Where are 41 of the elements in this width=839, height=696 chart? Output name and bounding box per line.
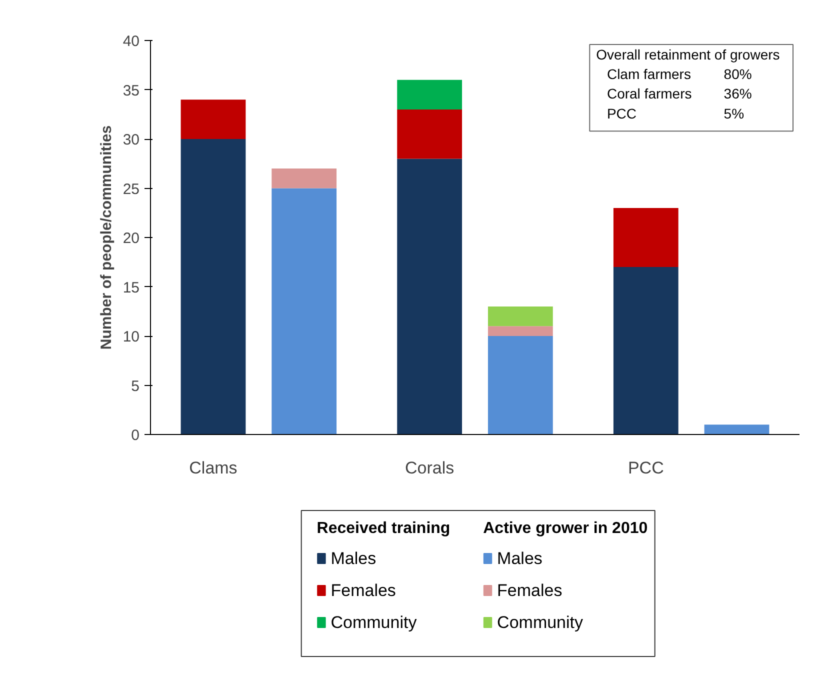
bar: [397, 109, 462, 159]
bar: [488, 326, 553, 336]
bar: [397, 158, 462, 434]
bar: [488, 336, 553, 434]
text: Active grower in 2010: [483, 520, 648, 537]
bar: [272, 168, 337, 188]
bar: [272, 188, 337, 434]
legend-label: Females: [330, 581, 396, 600]
bar: [180, 100, 246, 139]
annotation: Coral farmers: [606, 86, 692, 102]
y-tick-label: 5: [131, 378, 140, 395]
annotation: Clam farmers: [606, 66, 691, 82]
bar: [704, 424, 770, 434]
y-tick-label: 0: [131, 427, 140, 444]
bar: [397, 80, 462, 110]
legend-label: Community: [330, 613, 418, 632]
bar: [180, 139, 246, 434]
y-tick-label: 35: [122, 82, 140, 100]
y-tick-label: 25: [122, 180, 140, 198]
y-tick-label: 20: [122, 230, 140, 247]
y-tick-label: 10: [122, 328, 140, 346]
x-tick-label: Corals: [405, 458, 454, 478]
annotation: 5%: [724, 105, 744, 122]
y-tick-label: 40: [122, 33, 140, 50]
legend-label: Males: [330, 549, 376, 568]
annotation: 36%: [724, 86, 752, 102]
legend-label: Community: [497, 613, 584, 632]
annotation: 80%: [724, 66, 752, 82]
bar: [488, 306, 553, 326]
text: Received training: [316, 520, 450, 537]
y-tick-label: 30: [122, 132, 140, 148]
legend-label: Males: [497, 549, 542, 568]
bar: [613, 208, 678, 268]
bar: [613, 267, 678, 434]
x-tick-label: PCC: [628, 458, 664, 478]
annotation: Overall retainment of growers: [596, 46, 780, 62]
y-tick-label: 15: [122, 279, 140, 296]
legend-label: Females: [497, 581, 562, 600]
annotation: PCC: [606, 105, 637, 122]
y-axis-title: Number of people/communities: [98, 125, 115, 350]
x-tick-label: Clams: [189, 458, 238, 478]
